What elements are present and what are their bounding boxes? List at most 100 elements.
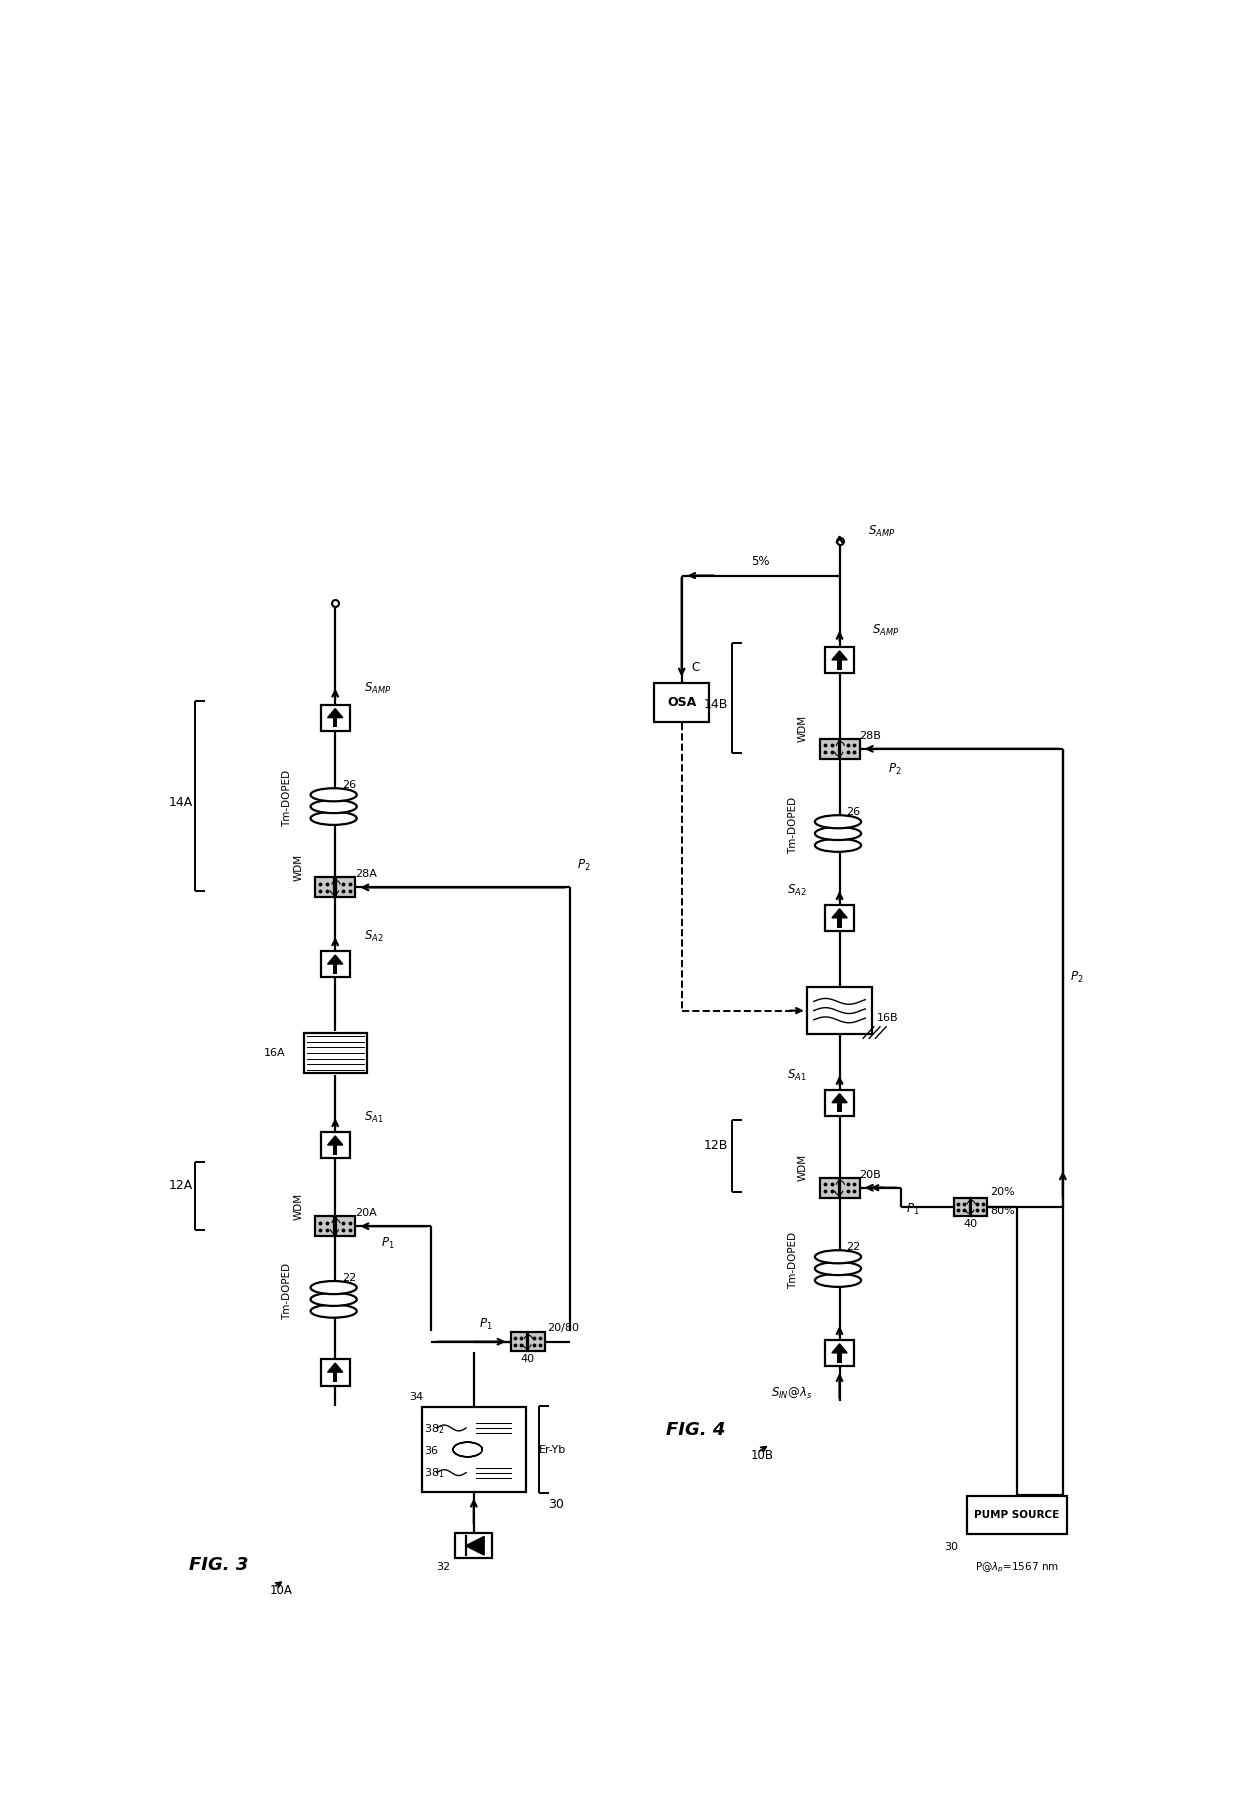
Ellipse shape (815, 815, 861, 828)
Bar (825, 1090, 854, 1117)
Text: 38$_2$: 38$_2$ (424, 1422, 444, 1437)
Text: $S_{A2}$: $S_{A2}$ (787, 882, 807, 899)
Bar (841, 739, 859, 759)
Text: 34: 34 (409, 1392, 423, 1402)
Polygon shape (832, 910, 847, 919)
Polygon shape (832, 1344, 847, 1353)
Text: 30: 30 (548, 1499, 564, 1512)
Text: $P_2$: $P_2$ (577, 859, 590, 873)
Polygon shape (327, 1135, 342, 1144)
Bar (321, 1359, 350, 1386)
Text: $S_{A1}$: $S_{A1}$ (363, 1110, 383, 1126)
Ellipse shape (815, 839, 861, 851)
Text: $S_{A2}$: $S_{A2}$ (363, 930, 383, 944)
Text: OSA: OSA (667, 697, 697, 709)
Bar (422, 1408, 526, 1492)
Text: C: C (692, 662, 699, 675)
Bar (334, 719, 337, 728)
Bar (315, 877, 335, 897)
Polygon shape (327, 1362, 342, 1372)
Text: Er-Yb: Er-Yb (539, 1444, 567, 1455)
Polygon shape (832, 1093, 847, 1102)
Text: 14A: 14A (169, 797, 193, 809)
Bar (321, 706, 350, 731)
Text: 12A: 12A (169, 1179, 193, 1191)
Text: FIG. 4: FIG. 4 (666, 1421, 725, 1439)
Bar (825, 906, 854, 931)
Text: $P_2$: $P_2$ (888, 762, 901, 777)
Text: WDM: WDM (797, 1153, 807, 1181)
Text: 20%: 20% (991, 1186, 1016, 1197)
Text: 26: 26 (342, 780, 356, 789)
Text: 36: 36 (424, 1446, 439, 1455)
Text: 80%: 80% (991, 1206, 1016, 1215)
Ellipse shape (310, 1304, 357, 1317)
Text: $S_{A1}$: $S_{A1}$ (787, 1068, 807, 1082)
Text: WDM: WDM (797, 715, 807, 742)
Text: $P_1$: $P_1$ (381, 1235, 394, 1251)
Bar (455, 1533, 492, 1559)
Bar (334, 1372, 337, 1382)
Text: P@$\lambda_p$=1567 nm: P@$\lambda_p$=1567 nm (975, 1561, 1059, 1575)
Text: WDM: WDM (293, 853, 304, 880)
Ellipse shape (815, 1250, 861, 1264)
Text: Tm-DOPED: Tm-DOPED (789, 797, 799, 855)
Text: $S_{AMP}$: $S_{AMP}$ (872, 622, 899, 638)
Text: 40: 40 (521, 1353, 534, 1364)
Text: 20/80: 20/80 (547, 1322, 579, 1333)
Text: $P_2$: $P_2$ (1070, 970, 1084, 986)
Ellipse shape (310, 788, 357, 802)
Text: $S_{AMP}$: $S_{AMP}$ (868, 524, 895, 538)
Text: 5%: 5% (751, 555, 770, 568)
Text: 22: 22 (846, 1242, 861, 1251)
Bar (336, 877, 355, 897)
Text: 38$_1$: 38$_1$ (424, 1466, 444, 1479)
Ellipse shape (310, 811, 357, 824)
Text: $S_{IN}@\lambda_s$: $S_{IN}@\lambda_s$ (771, 1386, 812, 1401)
Text: 30: 30 (944, 1543, 959, 1552)
Text: PUMP SOURCE: PUMP SOURCE (975, 1510, 1059, 1521)
Bar (334, 964, 337, 973)
Bar (837, 660, 842, 669)
Text: 26: 26 (847, 808, 861, 817)
Bar (336, 1217, 355, 1237)
Text: $S_{AMP}$: $S_{AMP}$ (365, 680, 391, 695)
Text: 20B: 20B (859, 1170, 882, 1179)
Polygon shape (832, 651, 847, 660)
Ellipse shape (310, 800, 357, 813)
Text: 28B: 28B (859, 731, 882, 740)
Ellipse shape (815, 828, 861, 840)
Text: 22: 22 (342, 1273, 356, 1282)
Bar (820, 1177, 838, 1197)
Text: 20A: 20A (355, 1208, 377, 1219)
Ellipse shape (815, 1273, 861, 1286)
Text: 10B: 10B (751, 1450, 774, 1462)
Text: Tm-DOPED: Tm-DOPED (789, 1231, 799, 1290)
Bar (528, 1333, 544, 1352)
Bar (653, 684, 709, 722)
Bar (841, 1177, 859, 1197)
Bar (315, 1217, 335, 1237)
Polygon shape (466, 1537, 484, 1555)
Text: Tm-DOPED: Tm-DOPED (283, 1262, 293, 1321)
Bar (511, 1333, 527, 1352)
Text: 28A: 28A (355, 869, 377, 879)
Text: 16A: 16A (264, 1048, 285, 1059)
Text: $P_1$: $P_1$ (906, 1202, 920, 1217)
Ellipse shape (310, 1281, 357, 1293)
Text: WDM: WDM (293, 1193, 304, 1221)
Bar (971, 1197, 987, 1217)
Bar (807, 986, 872, 1035)
Polygon shape (327, 955, 342, 964)
Bar (321, 1131, 350, 1159)
Ellipse shape (310, 1293, 357, 1306)
Text: Tm-DOPED: Tm-DOPED (283, 769, 293, 828)
Bar (825, 648, 854, 673)
Text: 10A: 10A (270, 1584, 293, 1597)
Bar (837, 1102, 842, 1113)
Text: 12B: 12B (704, 1139, 729, 1151)
Bar (820, 739, 838, 759)
Text: 40: 40 (963, 1219, 977, 1230)
Bar (954, 1197, 970, 1217)
Text: FIG. 3: FIG. 3 (188, 1555, 248, 1573)
